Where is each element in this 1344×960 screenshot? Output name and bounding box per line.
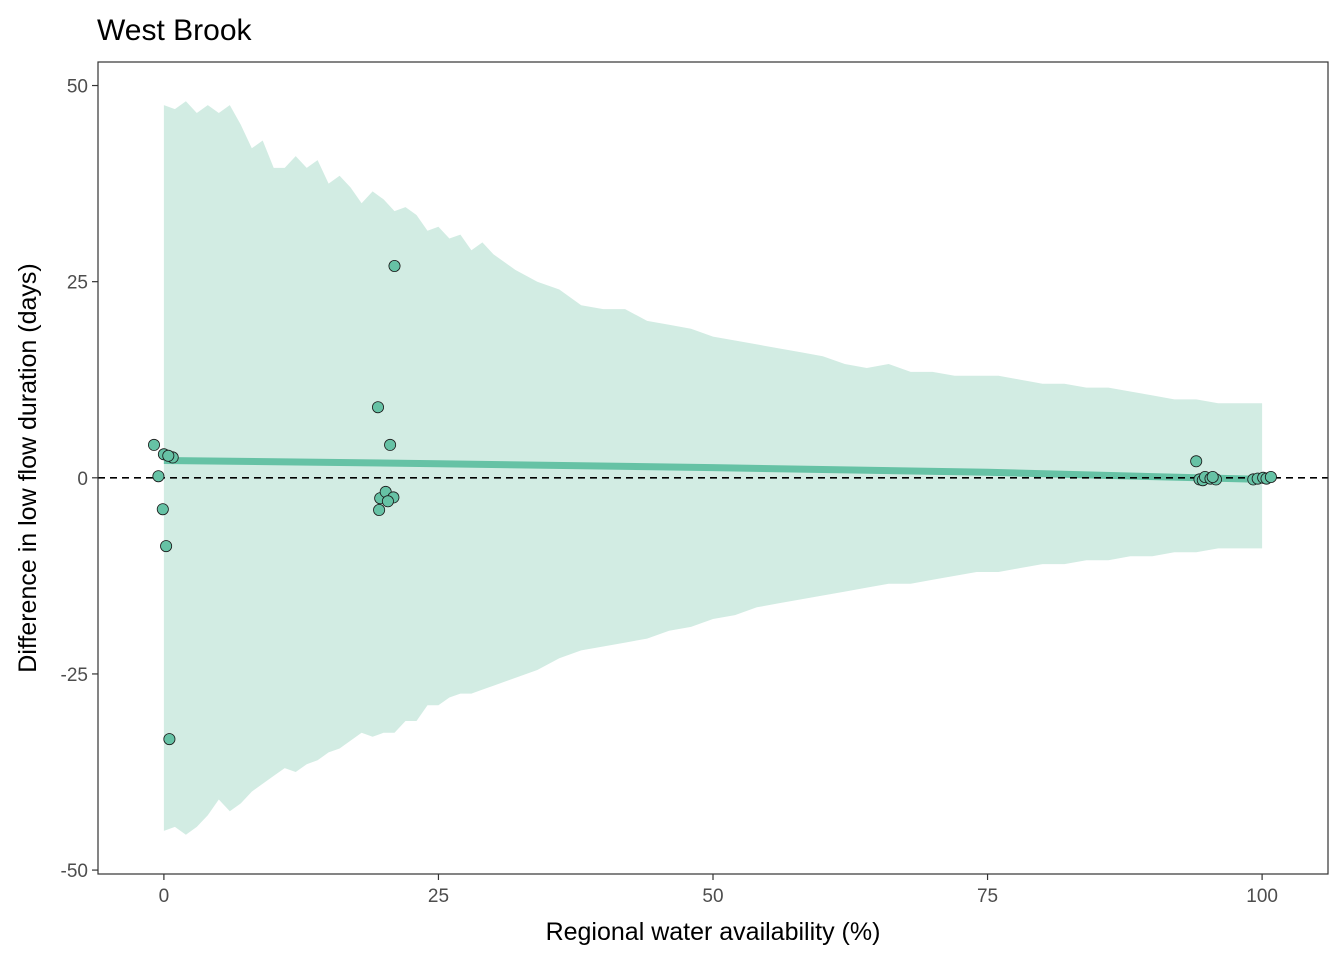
x-tick-label: 75 (977, 886, 998, 907)
y-tick-label: 50 (67, 77, 88, 98)
data-point (371, 401, 384, 414)
data-point (1206, 470, 1219, 483)
trend-line (163, 457, 1263, 483)
data-point (147, 438, 160, 451)
x-tick-label: 25 (428, 886, 449, 907)
y-axis-label: Difference in low flow duration (days) (14, 263, 42, 672)
y-tick-label: -25 (61, 665, 88, 686)
plot-area (98, 101, 1328, 835)
chart-title: West Brook (97, 14, 252, 47)
data-point (1264, 470, 1277, 483)
y-tick-label: -50 (61, 861, 88, 882)
data-point (1190, 455, 1203, 468)
x-axis-label: Regional water availability (%) (546, 918, 881, 946)
x-tick-label: 0 (159, 886, 170, 907)
data-point (160, 540, 173, 553)
x-tick-label: 50 (702, 886, 723, 907)
data-point (156, 503, 169, 516)
data-point (163, 733, 176, 746)
data-point (381, 495, 394, 508)
data-point (373, 503, 386, 516)
data-point (162, 449, 175, 462)
y-tick-label: 0 (77, 469, 88, 490)
data-point (388, 259, 401, 272)
x-axis: 0 25 50 75 100 (159, 874, 1278, 907)
y-tick-label: 25 (67, 273, 88, 294)
y-axis: -50 -25 0 25 50 (61, 77, 98, 882)
x-tick-label: 100 (1246, 886, 1278, 907)
data-point (152, 470, 165, 483)
data-point (384, 438, 397, 451)
